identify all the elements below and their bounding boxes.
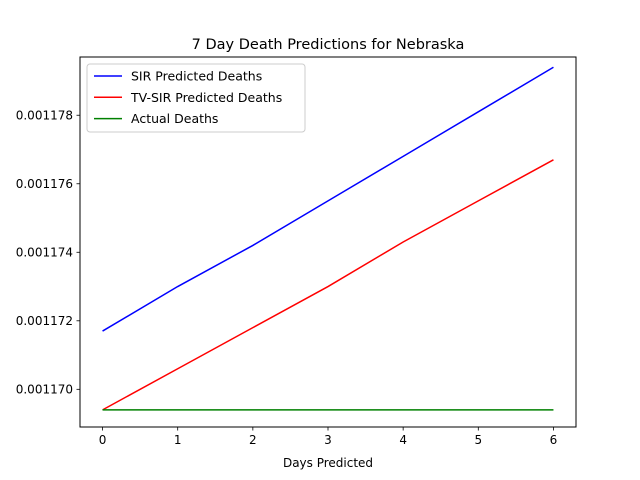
x-tick-label: 4 bbox=[399, 433, 407, 447]
legend: SIR Predicted Deaths TV-SIR Predicted Dea… bbox=[86, 63, 306, 133]
series-line-0 bbox=[102, 66, 554, 332]
x-tick-label: 1 bbox=[174, 433, 182, 447]
legend-label-0: SIR Predicted Deaths bbox=[131, 69, 262, 84]
x-tick-label: 5 bbox=[474, 433, 482, 447]
y-tick-label: 0.001174 bbox=[16, 246, 73, 260]
y-tick-label: 0.001176 bbox=[16, 177, 73, 191]
y-tick-label: 0.001178 bbox=[16, 109, 73, 123]
x-axis-label: Days Predicted bbox=[283, 456, 373, 470]
series-line-1 bbox=[102, 159, 554, 411]
y-tick-label: 0.001170 bbox=[16, 383, 73, 397]
x-tick-label: 2 bbox=[249, 433, 257, 447]
legend-box bbox=[86, 63, 306, 133]
y-axis-ticks: 0.001170 0.001172 0.001174 0.001176 0.001178 bbox=[16, 109, 80, 397]
legend-label-1: TV-SIR Predicted Deaths bbox=[130, 90, 282, 105]
y-tick-label: 0.001172 bbox=[16, 314, 73, 328]
legend-label-2: Actual Deaths bbox=[131, 111, 218, 126]
legend-items: SIR Predicted Deaths TV-SIR Predicted Dea… bbox=[94, 69, 282, 126]
x-tick-label: 3 bbox=[324, 433, 332, 447]
x-axis-ticks: 0 1 2 3 4 5 6 bbox=[99, 427, 558, 447]
x-tick-label: 6 bbox=[550, 433, 558, 447]
chart-title: 7 Day Death Predictions for Nebraska bbox=[192, 37, 465, 53]
x-tick-label: 0 bbox=[99, 433, 107, 447]
plot-lines bbox=[102, 66, 554, 411]
